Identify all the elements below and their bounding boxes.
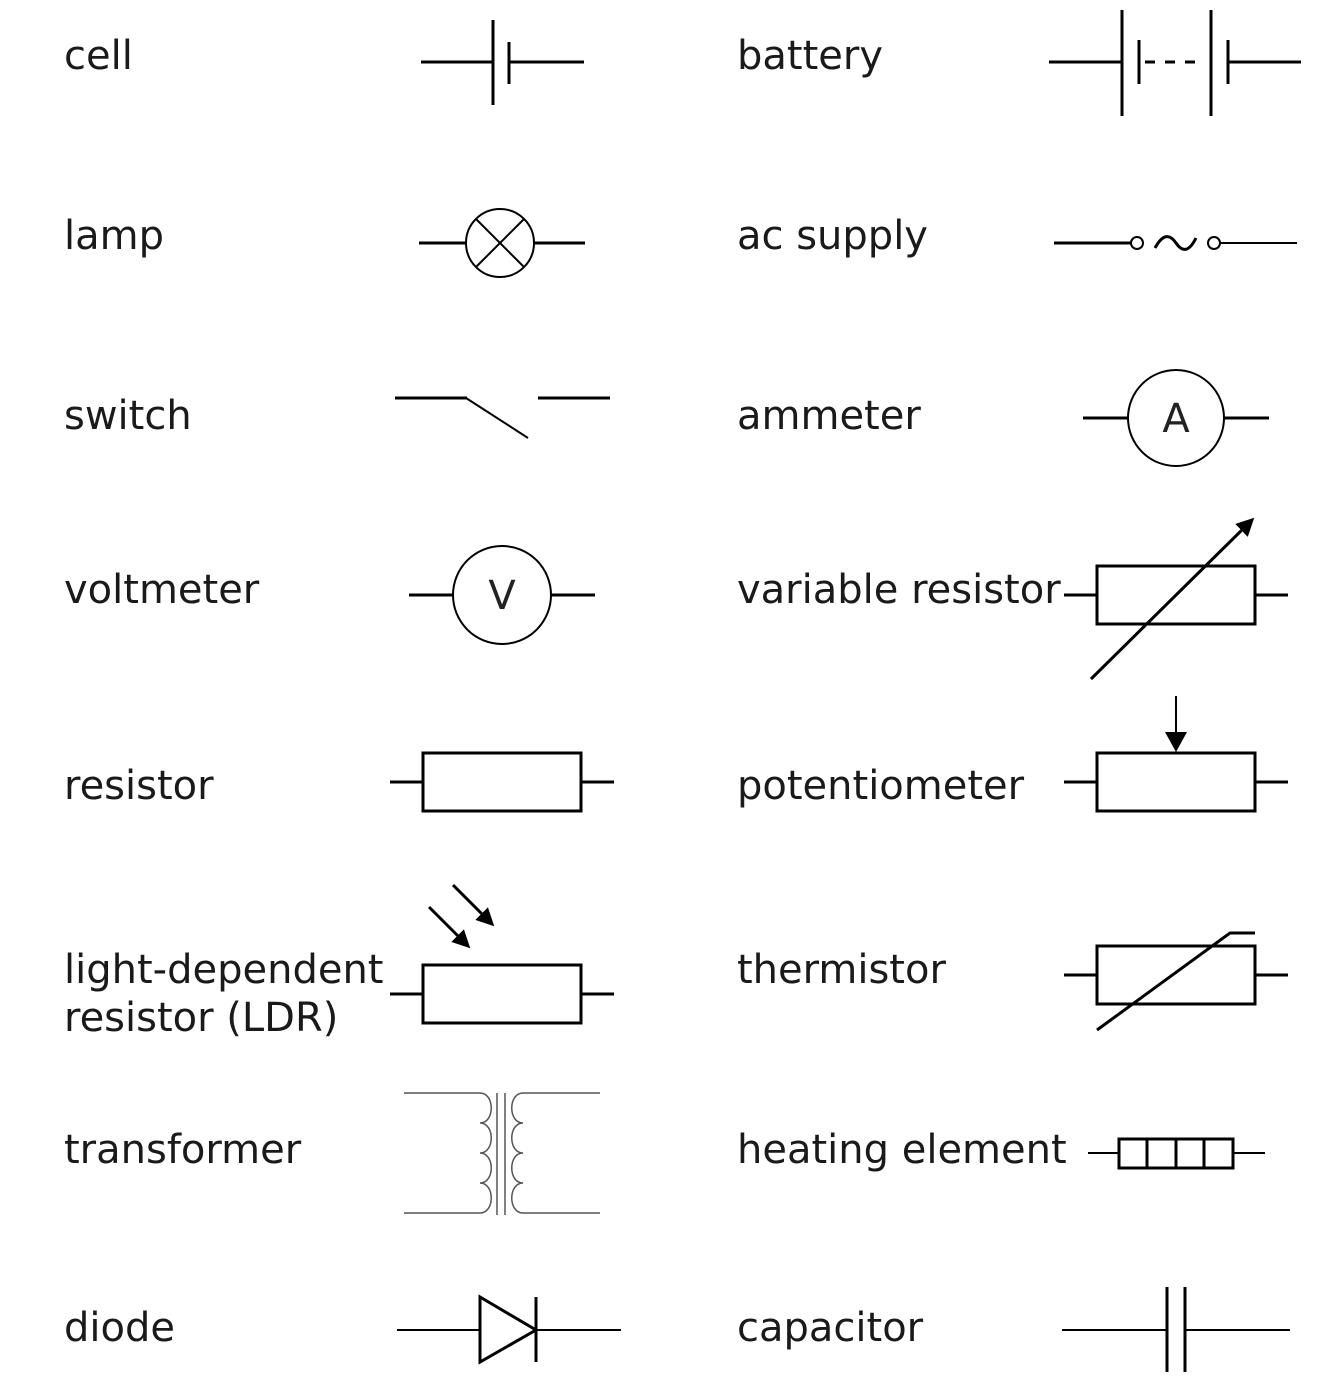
label-ammeter: ammeter: [737, 393, 921, 439]
thermistor-symbol: [1064, 931, 1288, 1032]
lamp-symbol: [419, 208, 585, 278]
label-resistor: resistor: [64, 763, 214, 809]
ammeter-symbol: A: [1083, 369, 1269, 467]
label-battery: battery: [737, 33, 883, 79]
diode-symbol: [397, 1294, 621, 1365]
label-capacitor: capacitor: [737, 1305, 924, 1351]
heating-element-symbol: [1088, 1137, 1265, 1170]
label-transformer: transformer: [64, 1127, 302, 1173]
label-potentiometer: potentiometer: [737, 763, 1025, 809]
label-ldr-line1: light-dependent: [64, 947, 384, 993]
ac-supply-symbol: [1054, 235, 1297, 251]
label-ldr-line2: resistor (LDR): [64, 995, 339, 1041]
label-variable-resistor: variable resistor: [737, 567, 1061, 613]
ldr-symbol: [390, 883, 614, 1025]
label-thermistor: thermistor: [737, 947, 946, 993]
resistor-symbol: [390, 751, 614, 813]
label-voltmeter: voltmeter: [64, 567, 260, 613]
label-diode: diode: [64, 1305, 175, 1351]
label-lamp: lamp: [64, 213, 164, 259]
potentiometer-symbol: [1064, 696, 1288, 813]
label-heating-element: heating element: [737, 1127, 1067, 1173]
variable-resistor-symbol: [1064, 517, 1288, 681]
voltmeter-letter: V: [488, 573, 516, 619]
battery-symbol: [1049, 10, 1301, 116]
cell-symbol: [421, 20, 584, 105]
label-cell: cell: [64, 33, 133, 79]
ammeter-letter: A: [1162, 396, 1190, 442]
capacitor-symbol: [1062, 1287, 1290, 1372]
transformer-symbol: [404, 1092, 600, 1215]
label-ac-supply: ac supply: [737, 213, 928, 259]
label-switch: switch: [64, 393, 192, 439]
switch-symbol: [395, 396, 610, 439]
voltmeter-symbol: V: [409, 545, 595, 645]
